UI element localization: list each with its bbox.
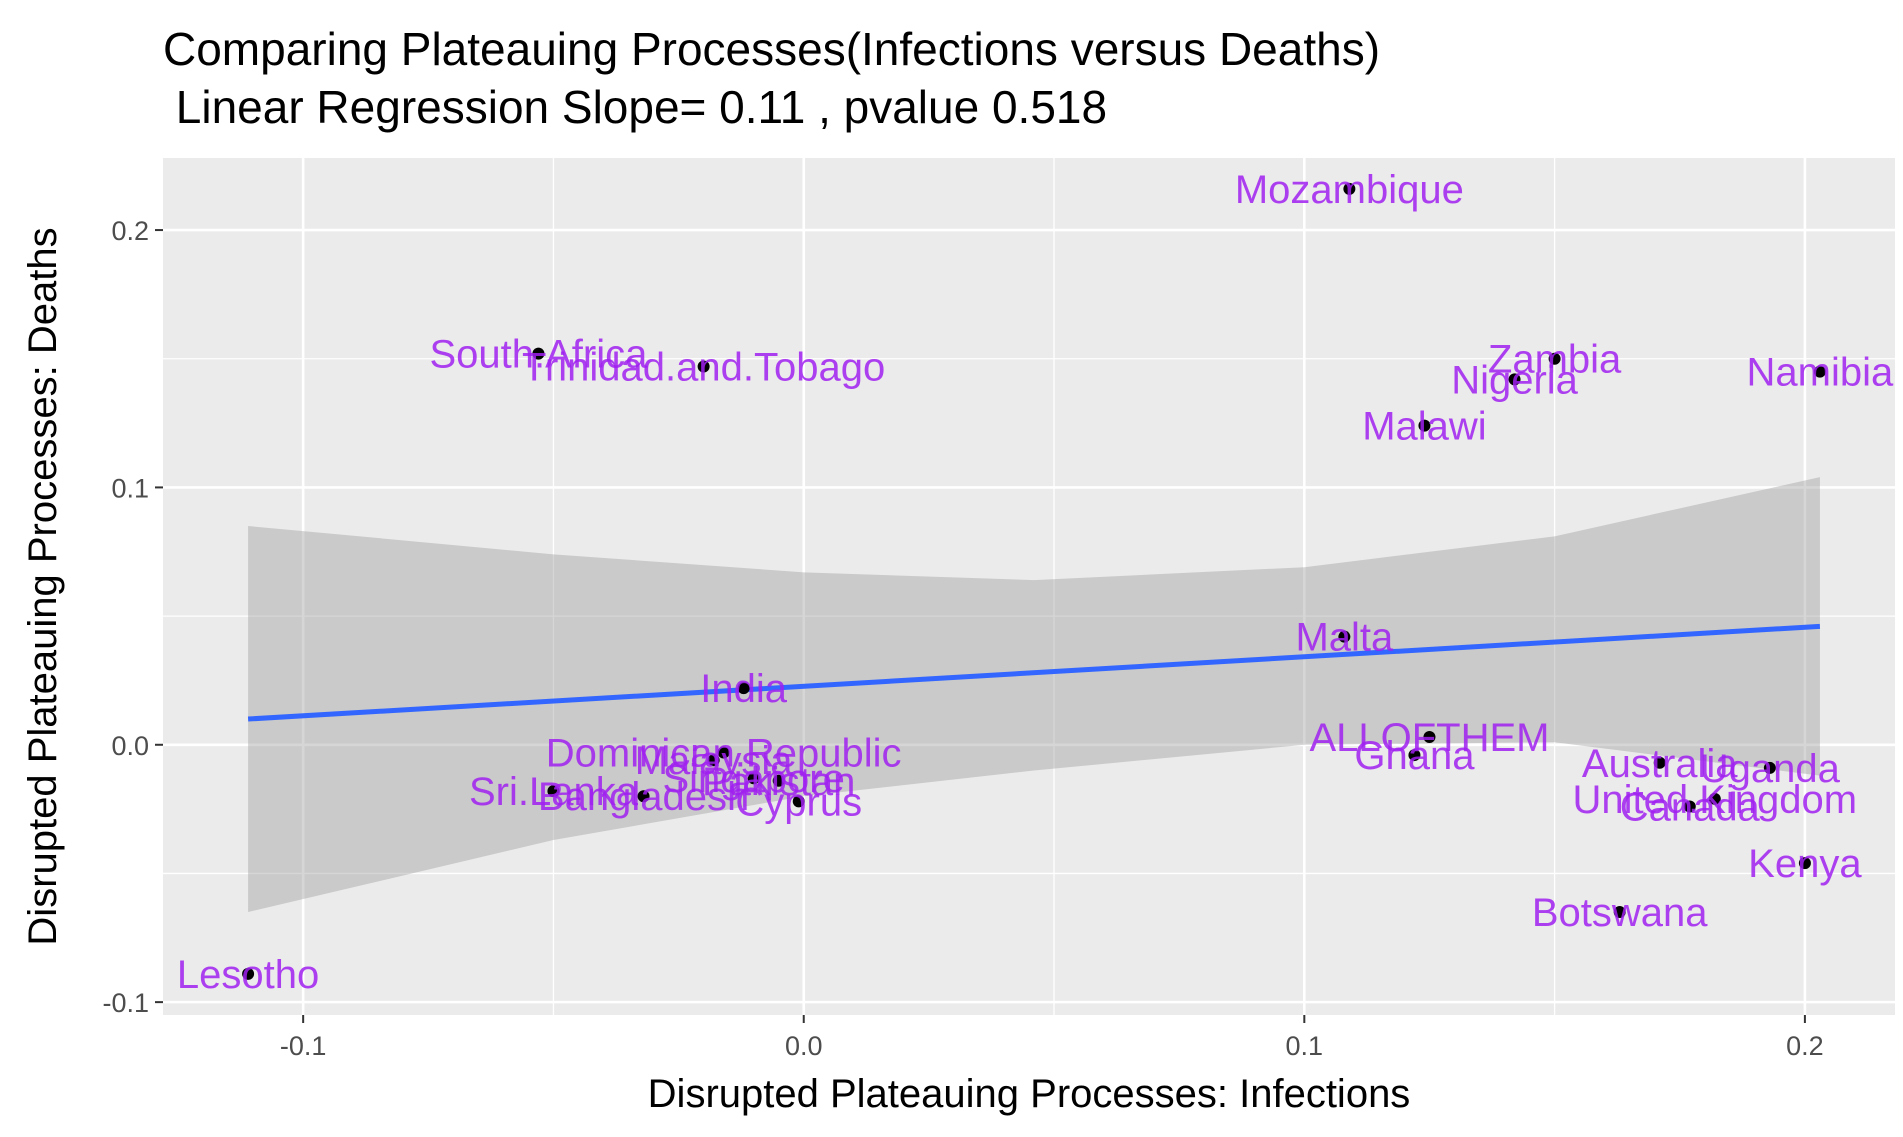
data-point (242, 967, 255, 980)
data-point (1548, 352, 1561, 365)
x-tick-label: 0.2 (1786, 1031, 1824, 1061)
point-label: Zambia (1488, 338, 1622, 382)
point-label: Lesotho (177, 953, 319, 997)
data-point (1813, 365, 1826, 378)
data-point (1343, 182, 1356, 195)
x-axis-title: Disrupted Plateauing Processes: Infectio… (648, 1072, 1411, 1116)
data-point (637, 790, 650, 803)
point-label: Malta (1295, 616, 1394, 660)
y-tick-label: 0.0 (111, 731, 149, 761)
point-label: Botswana (1532, 891, 1708, 935)
point-label: United.Kingdom (1572, 778, 1857, 822)
data-point (792, 795, 805, 808)
point-label: Canada (1620, 786, 1761, 830)
point-label: Sri.Lanka (469, 770, 639, 814)
data-point (737, 682, 750, 695)
point-label: Malawi (1362, 405, 1486, 449)
confidence-band (248, 477, 1820, 913)
grid-major (163, 158, 1895, 1015)
data-point (1408, 749, 1421, 762)
tick-labels: -0.1 0.0 0.1 0.2 -0.1 0.0 0.1 0.2 (102, 216, 1823, 1061)
point-label: Kenya (1748, 842, 1862, 886)
data-point (1508, 373, 1521, 386)
axis-ticks (155, 229, 1806, 1023)
point-label: Ghana (1354, 734, 1475, 778)
chart-title: Comparing Plateauing Processes(Infection… (163, 23, 1381, 75)
x-tick-label: -0.1 (280, 1031, 327, 1061)
point-label: Pakistan (702, 760, 855, 804)
data-points (242, 182, 1826, 980)
data-point (1798, 857, 1811, 870)
point-label: Namibia (1747, 351, 1894, 395)
data-point (1418, 419, 1431, 432)
point-label: Australia (1582, 742, 1738, 786)
data-point (707, 754, 720, 767)
regression-line (247, 623, 1821, 722)
point-label: Singapore (662, 757, 844, 801)
point-label: Cyprus (735, 780, 862, 824)
data-point (717, 746, 730, 759)
point-label: India (700, 667, 787, 711)
point-label: Uganda (1700, 747, 1841, 791)
point-label: Mozambique (1235, 168, 1464, 212)
x-tick-label: 0.1 (1286, 1031, 1324, 1061)
data-point (1338, 630, 1351, 643)
point-label: Dominican.Republic (546, 731, 902, 775)
data-point (1683, 800, 1696, 813)
y-tick-label: 0.1 (111, 473, 149, 503)
point-labels: Mozambique South.AfricaTrinidad.and.Tobag… (177, 168, 1894, 997)
plot-panel (163, 158, 1895, 1015)
y-tick-label: -0.1 (102, 988, 149, 1018)
point-label: South.Africa (429, 333, 648, 377)
data-point (747, 772, 760, 785)
point-label: ALLOFTHEM (1309, 716, 1549, 760)
y-tick-label: 0.2 (111, 216, 149, 246)
point-label: Trinidad.and.Tobago (522, 345, 885, 389)
x-tick-label: 0.0 (785, 1031, 823, 1061)
point-label: Malaysia (635, 739, 794, 783)
data-point (532, 347, 545, 360)
data-point (772, 774, 785, 787)
data-point (1613, 906, 1626, 919)
point-label: Bangladesh (538, 775, 749, 819)
data-point (697, 360, 710, 373)
data-point (1423, 731, 1436, 744)
data-point (547, 785, 560, 798)
y-axis-title: Disrupted Plateauing Processes: Deaths (21, 227, 65, 945)
data-point (1708, 792, 1721, 805)
data-point (1653, 756, 1666, 769)
data-point (1763, 761, 1776, 774)
grid-minor (163, 158, 1895, 1015)
chart-subtitle: Linear Regression Slope= 0.11 , pvalue 0… (163, 81, 1108, 133)
point-label: Nigeria (1451, 358, 1578, 402)
